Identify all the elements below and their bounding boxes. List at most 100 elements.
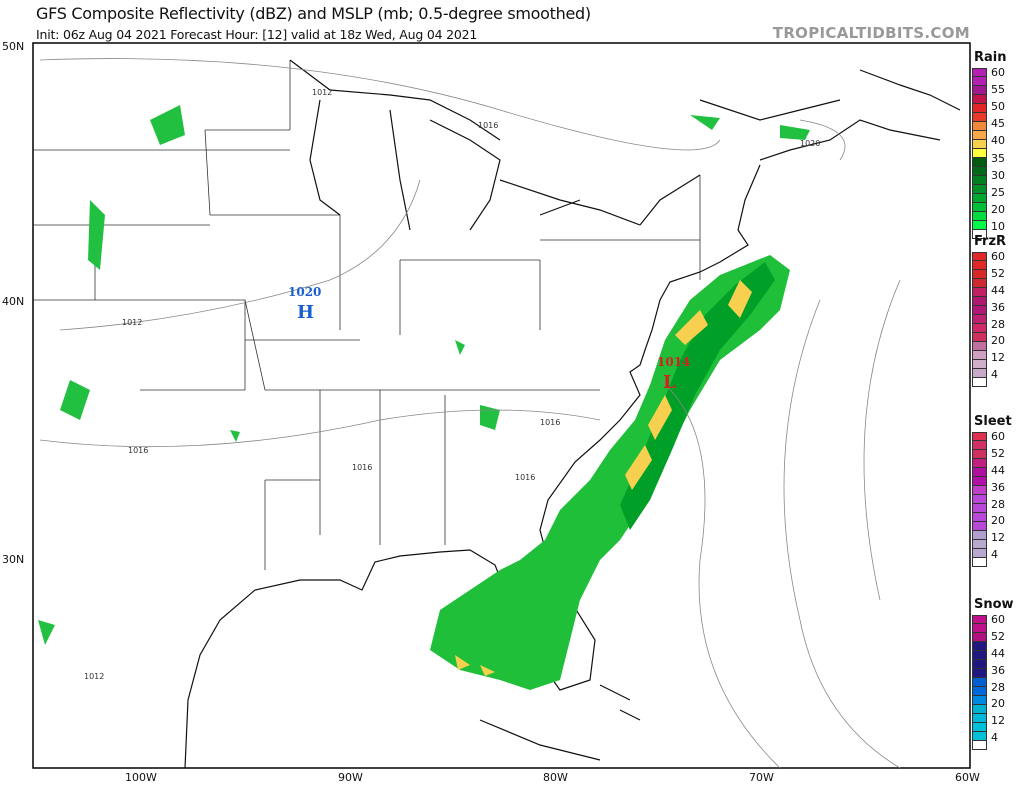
legend-tick: 52 bbox=[991, 266, 1005, 280]
color-swatch bbox=[972, 642, 987, 651]
brand-watermark[interactable]: TROPICALTIDBITS.COM bbox=[772, 24, 970, 42]
lon-label-90w: 90W bbox=[338, 771, 363, 784]
color-swatch bbox=[972, 378, 987, 387]
legend-title: Snow bbox=[974, 597, 1014, 612]
legend-tick: 30 bbox=[991, 168, 1005, 182]
legend-tick: 55 bbox=[991, 83, 1005, 97]
color-swatch bbox=[972, 158, 987, 167]
color-swatch bbox=[972, 714, 987, 723]
color-swatch bbox=[972, 468, 987, 477]
legend-frzr: FrzR 60 52 44 36 28 20 12 4 bbox=[972, 234, 1006, 387]
color-swatch bbox=[972, 678, 987, 687]
legend-tick: 12 bbox=[991, 351, 1005, 365]
color-swatch bbox=[972, 342, 987, 351]
color-swatch bbox=[972, 113, 987, 122]
legend-tick: 45 bbox=[991, 117, 1005, 131]
legend-snow: Snow 60 52 44 36 28 20 12 4 bbox=[972, 597, 1014, 750]
color-swatch bbox=[972, 306, 987, 315]
svg-text:1012: 1012 bbox=[312, 88, 332, 97]
precipitation bbox=[38, 105, 810, 690]
legend-tick: 20 bbox=[991, 697, 1005, 711]
coastlines bbox=[184, 59, 961, 769]
color-swatch bbox=[972, 194, 987, 203]
color-swatch bbox=[972, 86, 987, 95]
color-swatch bbox=[972, 477, 987, 486]
svg-text:1020: 1020 bbox=[288, 285, 321, 299]
color-swatch bbox=[972, 104, 987, 113]
isobars bbox=[39, 58, 901, 769]
color-bar: 60 55 50 45 40 35 30 25 20 10 bbox=[972, 66, 1007, 239]
lon-label-60w: 60W bbox=[955, 771, 980, 784]
color-swatch bbox=[972, 369, 987, 378]
legend-tick: 60 bbox=[991, 613, 1005, 626]
legend-tick: 25 bbox=[991, 185, 1005, 199]
legend-tick: 52 bbox=[991, 629, 1005, 643]
legend-tick: 36 bbox=[991, 480, 1005, 494]
color-swatch bbox=[972, 531, 987, 540]
svg-text:1012: 1012 bbox=[84, 672, 104, 681]
svg-text:1016: 1016 bbox=[515, 473, 535, 482]
color-swatch bbox=[972, 495, 987, 504]
legend-tick: 36 bbox=[991, 300, 1005, 314]
legend-tick: 20 bbox=[991, 334, 1005, 348]
color-swatch bbox=[972, 185, 987, 194]
legend-title: Rain bbox=[974, 50, 1007, 65]
color-swatch bbox=[972, 432, 987, 441]
color-swatch bbox=[972, 624, 987, 633]
color-swatch bbox=[972, 315, 987, 324]
color-swatch bbox=[972, 549, 987, 558]
map-title: GFS Composite Reflectivity (dBZ) and MSL… bbox=[36, 4, 591, 23]
color-swatch bbox=[972, 504, 987, 513]
legend-tick: 60 bbox=[991, 66, 1005, 79]
color-swatch bbox=[972, 486, 987, 495]
legend-tick: 44 bbox=[991, 463, 1005, 477]
color-swatch bbox=[972, 167, 987, 176]
color-swatch bbox=[972, 230, 987, 239]
color-swatch bbox=[972, 723, 987, 732]
legend-tick: 50 bbox=[991, 100, 1005, 114]
color-swatch bbox=[972, 540, 987, 549]
map-subtitle: Init: 06z Aug 04 2021 Forecast Hour: [12… bbox=[36, 27, 478, 42]
legend-tick: 60 bbox=[991, 250, 1005, 263]
legend-tick: 44 bbox=[991, 646, 1005, 660]
color-swatch bbox=[972, 696, 987, 705]
color-swatch bbox=[972, 360, 987, 369]
svg-text:1016: 1016 bbox=[540, 418, 560, 427]
legend-tick: 10 bbox=[991, 219, 1005, 233]
color-swatch bbox=[972, 651, 987, 660]
color-swatch bbox=[972, 441, 987, 450]
color-swatch bbox=[972, 615, 987, 624]
legend-tick: 60 bbox=[991, 430, 1005, 443]
color-swatch bbox=[972, 633, 987, 642]
legend-tick: 12 bbox=[991, 714, 1005, 728]
color-swatch bbox=[972, 297, 987, 306]
lon-label-70w: 70W bbox=[749, 771, 774, 784]
legend-tick: 40 bbox=[991, 134, 1005, 148]
svg-text:H: H bbox=[297, 302, 314, 323]
color-bar: 60 52 44 36 28 20 12 4 bbox=[972, 430, 1012, 567]
legend-tick: 4 bbox=[991, 548, 998, 562]
legend-tick: 35 bbox=[991, 151, 1005, 165]
color-swatch bbox=[972, 149, 987, 158]
color-swatch bbox=[972, 77, 987, 86]
lon-label-80w: 80W bbox=[543, 771, 568, 784]
color-swatch bbox=[972, 131, 987, 140]
color-swatch bbox=[972, 522, 987, 531]
color-swatch bbox=[972, 351, 987, 360]
color-swatch bbox=[972, 122, 987, 131]
legend-title: FrzR bbox=[974, 234, 1007, 249]
color-swatch bbox=[972, 669, 987, 678]
legend-tick: 20 bbox=[991, 514, 1005, 528]
legend-tick: 28 bbox=[991, 680, 1005, 694]
legend-tick: 44 bbox=[991, 283, 1005, 297]
svg-text:L: L bbox=[663, 372, 676, 393]
low-pressure-center: 1014 L bbox=[657, 355, 690, 393]
legend-rain: Rain 60 55 50 45 40 35 30 25 20 10 bbox=[972, 50, 1007, 239]
legend-tick: 4 bbox=[991, 731, 998, 745]
legend-tick: 36 bbox=[991, 663, 1005, 677]
lat-label-50n: 50N bbox=[2, 40, 25, 53]
svg-text:1016: 1016 bbox=[352, 463, 372, 472]
color-swatch bbox=[972, 176, 987, 185]
legend-sleet: Sleet 60 52 44 36 28 20 12 4 bbox=[972, 414, 1012, 567]
